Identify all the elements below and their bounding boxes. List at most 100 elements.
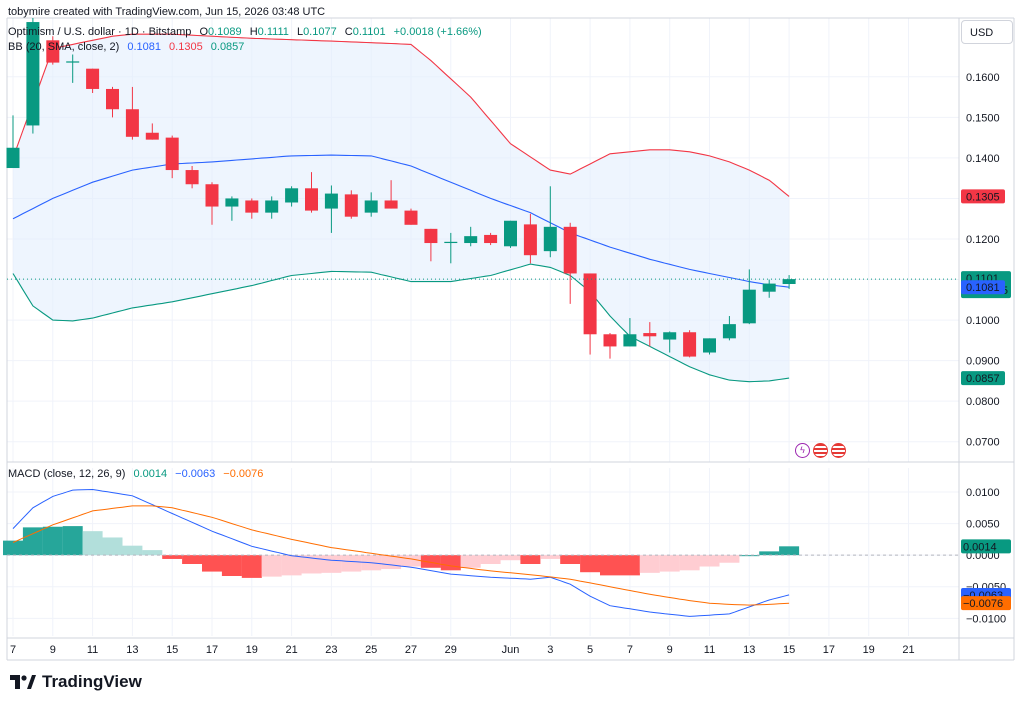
candle-body: [66, 61, 80, 63]
candle-body: [324, 193, 338, 209]
macd-tick-label: 0.0050: [966, 519, 1000, 531]
price-tag-value: 0.1081: [966, 282, 1000, 294]
candle-body: [782, 279, 796, 284]
macd-signal-line: [12, 505, 790, 606]
symbol-legend: Optimism / U.S. dollar · 1D · Bitstamp O…: [8, 26, 482, 38]
macd-legend: MACD (close, 12, 26, 9) 0.0014 −0.0063 −…: [8, 468, 263, 480]
currency-button[interactable]: USD: [961, 20, 1013, 44]
bb-upper-value: 0.1305: [169, 41, 203, 53]
macd-histogram-bar: [221, 555, 242, 576]
macd-label: MACD (close, 12, 26, 9): [8, 468, 126, 480]
time-tick-label: 23: [325, 644, 337, 656]
candle-body: [285, 188, 299, 203]
macd-histogram-bar: [560, 555, 581, 564]
candle-body: [26, 22, 40, 126]
time-tick-label: 3: [547, 644, 553, 656]
macd-histogram-bar: [82, 531, 103, 556]
macd-histogram-bar: [162, 555, 183, 559]
candle-body: [683, 332, 697, 357]
candle-body: [384, 200, 398, 209]
ohlc-l-label: L: [296, 26, 304, 38]
candle-body: [106, 88, 119, 110]
macd-line: [12, 488, 790, 617]
macd-histogram-bar: [440, 555, 461, 571]
time-tick-label: 27: [405, 644, 417, 656]
price-tick-label: 0.1000: [966, 315, 1000, 327]
macd-histogram-bar: [401, 555, 421, 567]
symbol-title: Optimism / U.S. dollar · 1D · Bitstamp: [8, 26, 192, 38]
price-tick-label: 0.1200: [966, 234, 1000, 246]
time-tick-label: 9: [667, 644, 673, 656]
time-tick-label: 11: [87, 644, 98, 656]
macd-histogram-bar: [182, 555, 203, 564]
event-markers: ϟ: [795, 443, 846, 458]
ohlc-change: +0.0018 (+1.66%): [393, 26, 482, 38]
candle-body: [563, 226, 577, 274]
macd-price-tag: [961, 596, 1011, 611]
macd-histogram-bar: [62, 526, 83, 556]
time-tick-label: 29: [445, 644, 457, 656]
macd-histogram-bar: [341, 555, 362, 572]
logo-text: TradingView: [42, 672, 142, 691]
macd-histogram-bar: [321, 555, 342, 573]
price-tag: [961, 189, 1005, 204]
candle-body: [344, 194, 358, 217]
macd-tag-value: 0.0014: [963, 541, 997, 553]
time-tick-label: 7: [10, 644, 16, 656]
time-tick-label: 15: [166, 644, 178, 656]
candle-body: [364, 200, 378, 213]
ohlc-high: 0.1111: [257, 26, 289, 38]
candle-body: [583, 273, 597, 335]
macd-histogram-bar: [580, 555, 601, 573]
macd-line-value: −0.0063: [175, 468, 216, 480]
macd-histogram-bar: [500, 555, 521, 561]
bb-basis-value: 0.1081: [127, 41, 161, 53]
price-tag: [961, 280, 1005, 295]
macd-histogram-bar: [639, 555, 660, 573]
price-tick-label: 0.0900: [966, 356, 1000, 368]
macd-histogram-bar: [480, 555, 501, 564]
us-flag-icon[interactable]: [813, 443, 828, 458]
ohlc-open: 0.1089: [208, 26, 242, 38]
lightning-icon[interactable]: ϟ: [795, 443, 810, 458]
time-tick-label: 5: [587, 644, 593, 656]
macd-histogram-bar: [540, 555, 561, 559]
candle-body: [404, 210, 418, 225]
tradingview-logo: TradingView: [10, 672, 142, 692]
time-tick-label: 13: [743, 644, 755, 656]
candle-body: [742, 289, 756, 324]
candle-body: [305, 188, 318, 211]
macd-histogram-bar: [520, 555, 541, 564]
macd-price-tag: [961, 539, 1011, 554]
ohlc-c-label: C: [344, 26, 353, 38]
time-tick-label: Jun: [502, 644, 520, 656]
macd-histogram-bar: [261, 555, 282, 577]
time-tick-label: 21: [902, 644, 914, 656]
macd-histogram-bar: [42, 526, 63, 556]
macd-histogram-bar: [3, 540, 23, 556]
time-tick-label: 21: [285, 644, 297, 656]
candle-body: [504, 220, 517, 247]
candle-body: [245, 200, 259, 213]
ohlc-low: 0.1077: [303, 26, 337, 38]
candle-body: [165, 137, 179, 171]
price-tick-label: 0.1400: [966, 153, 1000, 165]
bb-upper-line: [12, 33, 790, 197]
us-flag-icon[interactable]: [831, 443, 846, 458]
candle-body: [185, 170, 199, 185]
ohlc-close: 0.1101: [352, 26, 386, 38]
macd-signal-value: −0.0076: [223, 468, 264, 480]
candle-body: [623, 334, 637, 347]
candle-body: [6, 147, 20, 169]
candle-body: [205, 184, 219, 207]
macd-histogram-bar: [460, 555, 481, 568]
macd-histogram-bar: [600, 555, 620, 576]
candle-body: [643, 333, 657, 337]
bb-band-fill: [13, 34, 790, 382]
candle-body: [603, 334, 617, 347]
price-tick-label: 0.0700: [966, 437, 1000, 449]
macd-histogram-bar: [659, 555, 680, 572]
time-tick-label: 7: [627, 644, 633, 656]
ohlc-o-label: O: [199, 26, 208, 38]
